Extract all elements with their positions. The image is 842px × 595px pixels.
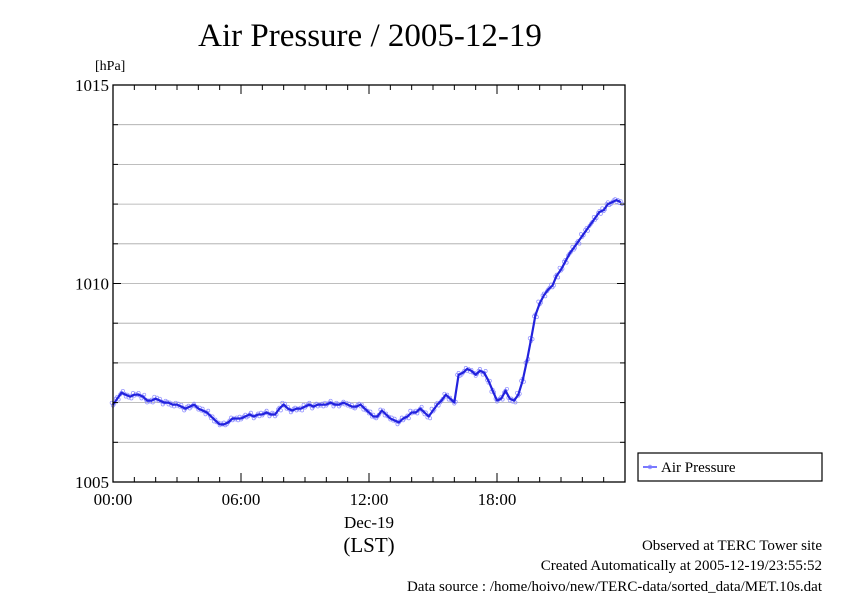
footer-data-source: Data source : /home/hoivo/new/TERC-data/… — [407, 579, 823, 595]
legend: Air Pressure — [637, 452, 823, 482]
x-tick-label: 12:00 — [350, 490, 389, 509]
y-tick-label: 1010 — [75, 275, 109, 294]
y-axis: 1005 1010 1015 — [75, 76, 625, 492]
chart-title: Air Pressure / 2005-12-19 — [198, 18, 542, 54]
y-axis-unit-label: [hPa] — [95, 59, 125, 74]
legend-series-marker — [647, 464, 653, 470]
series-line-air-pressure — [112, 199, 622, 426]
legend-series-label: Air Pressure — [661, 460, 736, 476]
legend-box — [637, 452, 823, 482]
series-air-pressure — [109, 197, 625, 428]
x-tick-label: 18:00 — [478, 490, 517, 509]
y-tick-label: 1005 — [75, 473, 109, 492]
footer-observed-site: Observed at TERC Tower site — [642, 538, 822, 554]
x-tick-label: 00:00 — [94, 490, 133, 509]
data-point-marker — [504, 386, 509, 391]
data-point-marker — [428, 416, 433, 421]
y-tick-label: 1015 — [75, 76, 109, 95]
x-axis-timezone-label: (LST) — [343, 533, 394, 557]
data-point-marker — [483, 369, 488, 373]
data-point-marker — [513, 400, 518, 405]
x-axis-date-label: Dec-19 — [344, 513, 394, 532]
grid-lines — [113, 124, 625, 443]
x-axis: 00:00 06:00 12:00 18:00 — [94, 85, 626, 509]
x-tick-label: 06:00 — [222, 490, 261, 509]
footer-created-timestamp: Created Automatically at 2005-12-19/23:5… — [541, 558, 822, 574]
